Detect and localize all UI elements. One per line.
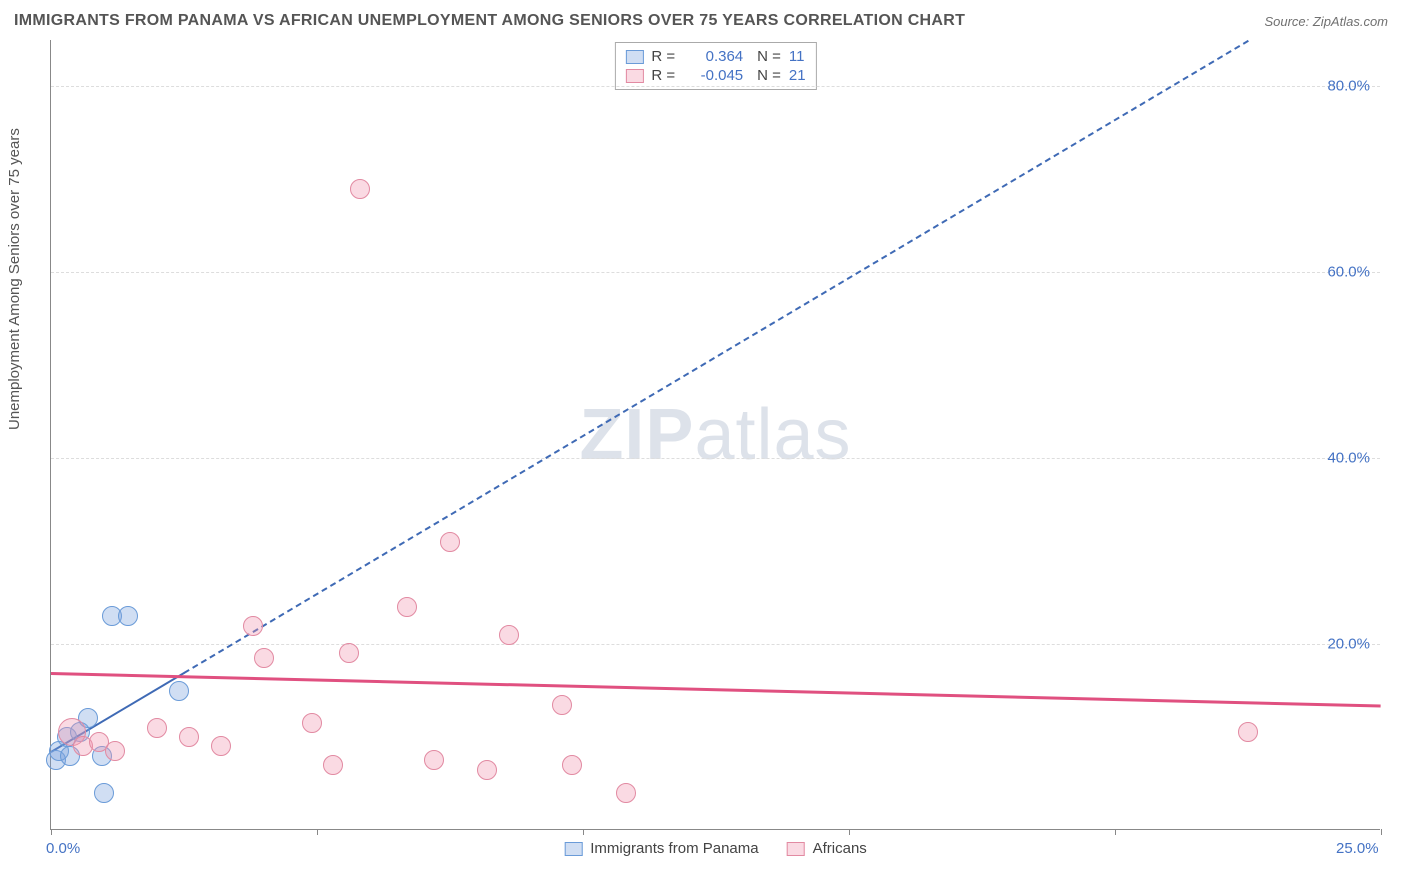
legend-n-value: 11 [789,48,805,65]
y-tick-label: 60.0% [1327,264,1370,281]
data-point [105,741,125,761]
data-point [616,783,636,803]
x-tick [51,829,52,835]
legend-swatch [564,842,582,856]
grid-line [51,86,1380,87]
x-tick [1115,829,1116,835]
data-point [179,727,199,747]
legend-r-label: R = [651,67,675,84]
data-point [302,713,322,733]
legend-r-value: -0.045 [683,67,743,84]
data-point [440,532,460,552]
legend-swatch [625,69,643,83]
data-point [499,625,519,645]
data-point [477,760,497,780]
y-tick-label: 20.0% [1327,636,1370,653]
legend-n-label: N = [757,67,781,84]
watermark: ZIPatlas [579,394,851,476]
legend-swatch [787,842,805,856]
legend-n-label: N = [757,48,781,65]
x-tick-label: 25.0% [1336,840,1379,857]
plot-area: ZIPatlas R =0.364N =11R =-0.045N =21 Imm… [50,40,1380,830]
data-point [562,755,582,775]
correlation-legend: R = 0.364 N = 11 R = -0.045 N = 21 [614,42,816,90]
trend-line [183,40,1248,674]
data-point [118,606,138,626]
data-point [243,616,263,636]
data-point [552,695,572,715]
data-point [147,718,167,738]
data-point [350,179,370,199]
legend-n-value: 21 [789,67,806,84]
data-point [424,750,444,770]
legend-row: R = 0.364 N = 11 [625,47,805,66]
data-point [339,643,359,663]
legend-label: Immigrants from Panama [590,840,758,857]
data-point [254,648,274,668]
y-axis-label: Unemployment Among Seniors over 75 years [6,128,23,430]
legend-swatch [625,50,643,64]
data-point [169,681,189,701]
x-tick [583,829,584,835]
x-tick [849,829,850,835]
legend-item: Immigrants from Panama [564,840,758,857]
data-point [397,597,417,617]
legend-r-value: 0.364 [683,48,743,65]
series-legend: Immigrants from Panama Africans [564,840,867,857]
trend-line [51,672,1381,708]
x-tick-label: 0.0% [46,840,80,857]
y-tick-label: 40.0% [1327,450,1370,467]
source-attribution: Source: ZipAtlas.com [1264,14,1388,29]
legend-label: Africans [813,840,867,857]
watermark-prefix: ZIP [579,395,694,475]
grid-line [51,458,1380,459]
grid-line [51,272,1380,273]
data-point [323,755,343,775]
data-point [1238,722,1258,742]
legend-r-label: R = [651,48,675,65]
data-point [211,736,231,756]
x-tick [1381,829,1382,835]
x-tick [317,829,318,835]
y-tick-label: 80.0% [1327,78,1370,95]
data-point [94,783,114,803]
watermark-suffix: atlas [694,395,851,475]
legend-item: Africans [787,840,867,857]
legend-row: R = -0.045 N = 21 [625,66,805,85]
chart-title: IMMIGRANTS FROM PANAMA VS AFRICAN UNEMPL… [14,12,965,30]
grid-line [51,644,1380,645]
